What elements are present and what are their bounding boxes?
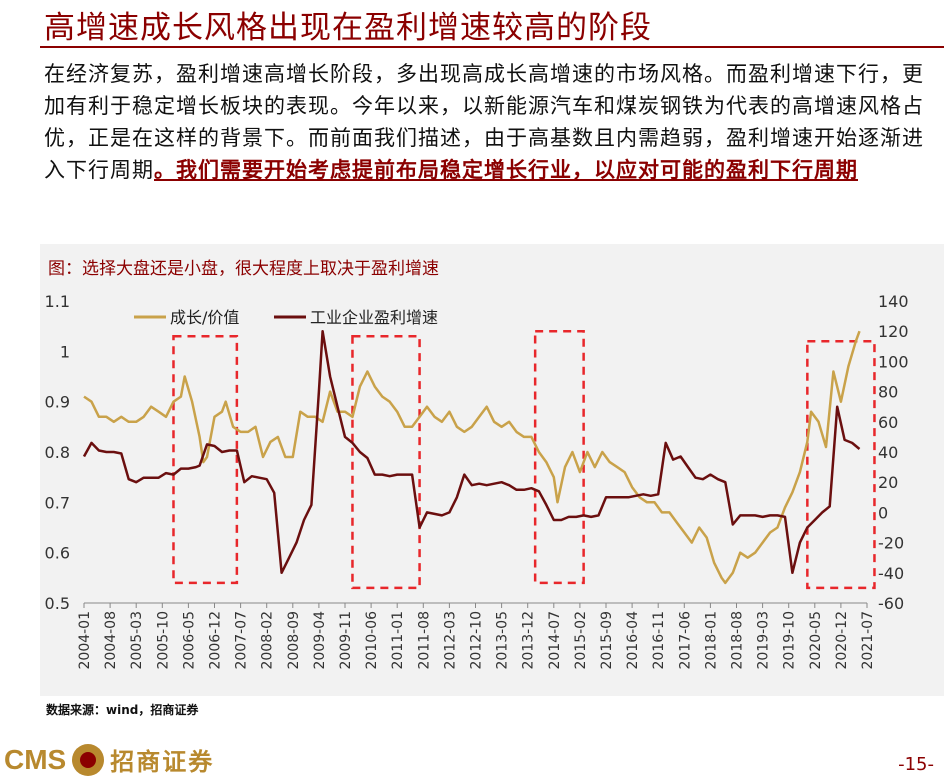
- data-source: 数据来源：wind，招商证券: [46, 703, 199, 717]
- chart-panel: [40, 244, 944, 696]
- logo-name: 招商证券: [110, 748, 215, 776]
- body-paragraph: 在经济复苏，盈利增速高增长阶段，多出现高成长高增速的市场风格。而盈利增速下行，更…: [44, 58, 932, 186]
- company-logo: CMS 招商证券: [4, 742, 214, 777]
- page-number: -15-: [898, 754, 934, 775]
- body-text-emphasis: 。我们需要开始考虑提前布局稳定增长行业，以应对可能的盈利下行周期: [154, 157, 858, 182]
- title-divider: [40, 46, 944, 48]
- logo-cms-text: CMS: [4, 743, 67, 775]
- logo-emblem-icon: [72, 743, 105, 776]
- body-text-plain: 在经济复苏，盈利增速高增长阶段，多出现高成长高增速的市场风格。而盈利增速下行，更…: [44, 62, 924, 182]
- chart-caption: 图：选择大盘还是小盘，很大程度上取决于盈利增速: [48, 259, 439, 279]
- page-title: 高增速成长风格出现在盈利增速较高的阶段: [44, 10, 652, 46]
